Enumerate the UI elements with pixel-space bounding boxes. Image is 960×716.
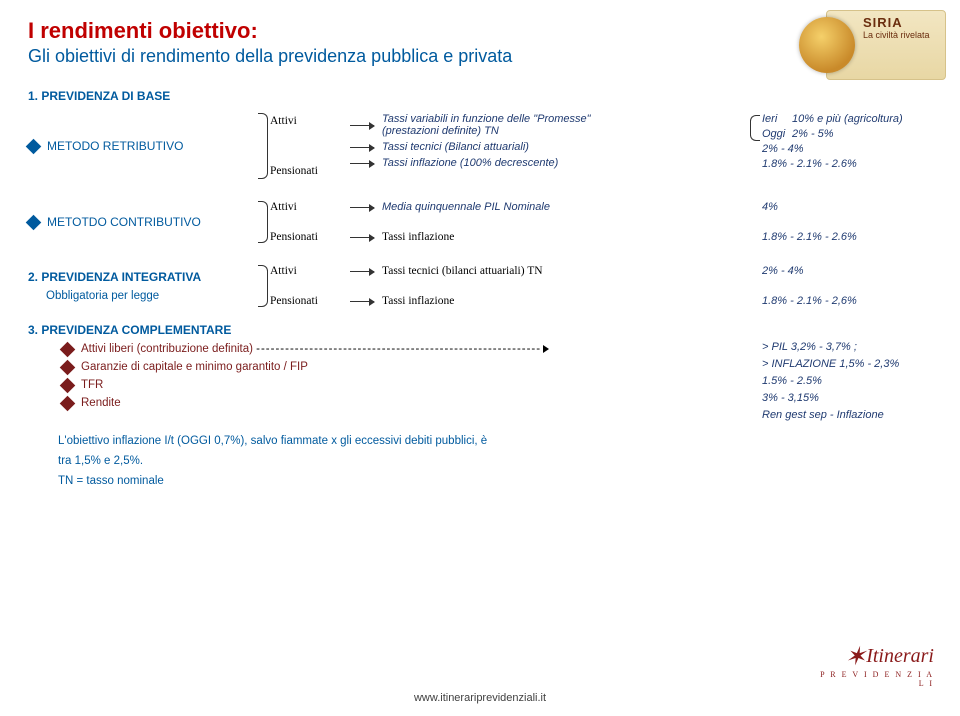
section-2: 2. PREVIDENZA INTEGRATIVA Obbligatoria p… <box>28 265 932 307</box>
arrow-icon <box>350 125 374 126</box>
curly-brace-icon <box>258 201 268 243</box>
section-1: 1. PREVIDENZA DI BASE METODO RETRIBUTIVO… <box>28 89 932 179</box>
sec1-heading: 1. PREVIDENZA DI BASE <box>28 89 932 103</box>
sec1b-r1: 4% <box>762 201 932 213</box>
arrow-icon <box>541 343 549 355</box>
section-1b: METOTDO CONTRIBUTIVO Attivi Pensionati M… <box>28 201 932 243</box>
dashes: ----------------------------------------… <box>256 343 541 355</box>
note3: TN = tasso nominale <box>58 475 932 487</box>
diamond-icon <box>60 377 76 393</box>
siria-badge: SIRIA La civiltà rivelata <box>826 10 946 80</box>
arrow-icon <box>350 301 374 302</box>
siria-title: SIRIA <box>863 15 939 30</box>
sec3-r4: 3% - 3,15% <box>762 392 932 404</box>
sec3-b4: Rendite <box>81 397 121 409</box>
sec3-r1: > PIL 3,2% - 3,7% ; <box>762 341 932 353</box>
notes: L'obiettivo inflazione I/t (OGGI 0,7%), … <box>58 435 932 487</box>
sec3-r2: > INFLAZIONE 1,5% - 2,3% <box>762 358 932 370</box>
sec1b-line2: Tassi inflazione <box>382 231 454 243</box>
footer-url: www.itinerariprevidenziali.it <box>0 692 960 704</box>
siria-disc-icon <box>799 17 855 73</box>
sec2-heading: 2. PREVIDENZA INTEGRATIVA <box>28 270 258 284</box>
ieri-label: Ieri <box>762 113 792 125</box>
sec3-r3: 1.5% - 2.5% <box>762 375 932 387</box>
curly-brace-icon <box>258 113 268 179</box>
sec3-r5: Ren gest sep - Inflazione <box>762 409 932 421</box>
sec1b-r2: 1.8% - 2.1% - 2.6% <box>762 231 932 243</box>
arrow-icon <box>350 147 374 148</box>
sec3-b3: TFR <box>81 379 103 391</box>
curly-brace-icon <box>750 115 760 141</box>
diamond-icon <box>60 341 76 357</box>
ieri-val: 10% e più (agricoltura) <box>792 113 903 125</box>
page-title: I rendimenti obiettivo: <box>28 18 932 44</box>
section-3: 3. PREVIDENZA COMPLEMENTARE Attivi liber… <box>28 323 932 421</box>
sec1-line1b: (prestazioni definite) TN <box>382 125 499 137</box>
sec2-r1: 2% - 4% <box>762 265 932 277</box>
sec1b-line1: Media quinquennale PIL Nominale <box>382 201 550 213</box>
sec1-line2: Tassi tecnici (Bilanci attuariali) <box>382 141 529 153</box>
diamond-icon <box>26 138 42 154</box>
sec2-line2: Tassi inflazione <box>382 295 454 307</box>
diamond-icon <box>60 359 76 375</box>
note1: L'obiettivo inflazione I/t (OGGI 0,7%), … <box>58 435 932 447</box>
sec2-attivi: Attivi <box>270 265 350 277</box>
sec1-pensionati: Pensionati <box>270 165 350 177</box>
sec1-bullet: METODO RETRIBUTIVO <box>47 139 183 153</box>
sec3-b2: Garanzie di capitale e minimo garantito … <box>81 361 308 373</box>
siria-subtitle: La civiltà rivelata <box>863 30 939 40</box>
sec2-line1: Tassi tecnici (bilanci attuariali) TN <box>382 265 543 277</box>
sec1b-attivi: Attivi <box>270 201 350 213</box>
diamond-icon <box>60 395 76 411</box>
arrow-icon <box>350 207 374 208</box>
sec1-attivi: Attivi <box>270 115 350 127</box>
oggi-label: Oggi <box>762 128 792 140</box>
itinerari-logo: ✶Itinerari P R E V I D E N Z I A L I <box>814 642 934 688</box>
page-subtitle: Gli obiettivi di rendimento della previd… <box>28 46 932 67</box>
sec1b-pensionati: Pensionati <box>270 231 350 243</box>
sec1-line1a: Tassi variabili in funzione delle "Prome… <box>382 113 591 125</box>
sec1-line3: Tassi inflazione (100% decrescente) <box>382 157 558 169</box>
curly-brace-icon <box>258 265 268 307</box>
sec2-pensionati: Pensionati <box>270 295 350 307</box>
sec1-r3: 1.8% - 2.1% - 2.6% <box>762 158 932 170</box>
note2: tra 1,5% e 2,5%. <box>58 455 932 467</box>
sec3-b1-pre: Attivi liberi (contribuzione definita) <box>81 343 256 355</box>
sec1b-bullet: METOTDO CONTRIBUTIVO <box>47 215 201 229</box>
arrow-icon <box>350 271 374 272</box>
oggi-val: 2% - 5% <box>792 128 834 140</box>
sec2-sub: Obbligatoria per legge <box>46 290 258 302</box>
sec1-r2: 2% - 4% <box>762 143 932 155</box>
diamond-icon <box>26 214 42 230</box>
arrow-icon <box>350 237 374 238</box>
arrow-icon <box>350 163 374 164</box>
sec3-heading: 3. PREVIDENZA COMPLEMENTARE <box>28 323 932 337</box>
sec2-r2: 1.8% - 2.1% - 2,6% <box>762 295 932 307</box>
